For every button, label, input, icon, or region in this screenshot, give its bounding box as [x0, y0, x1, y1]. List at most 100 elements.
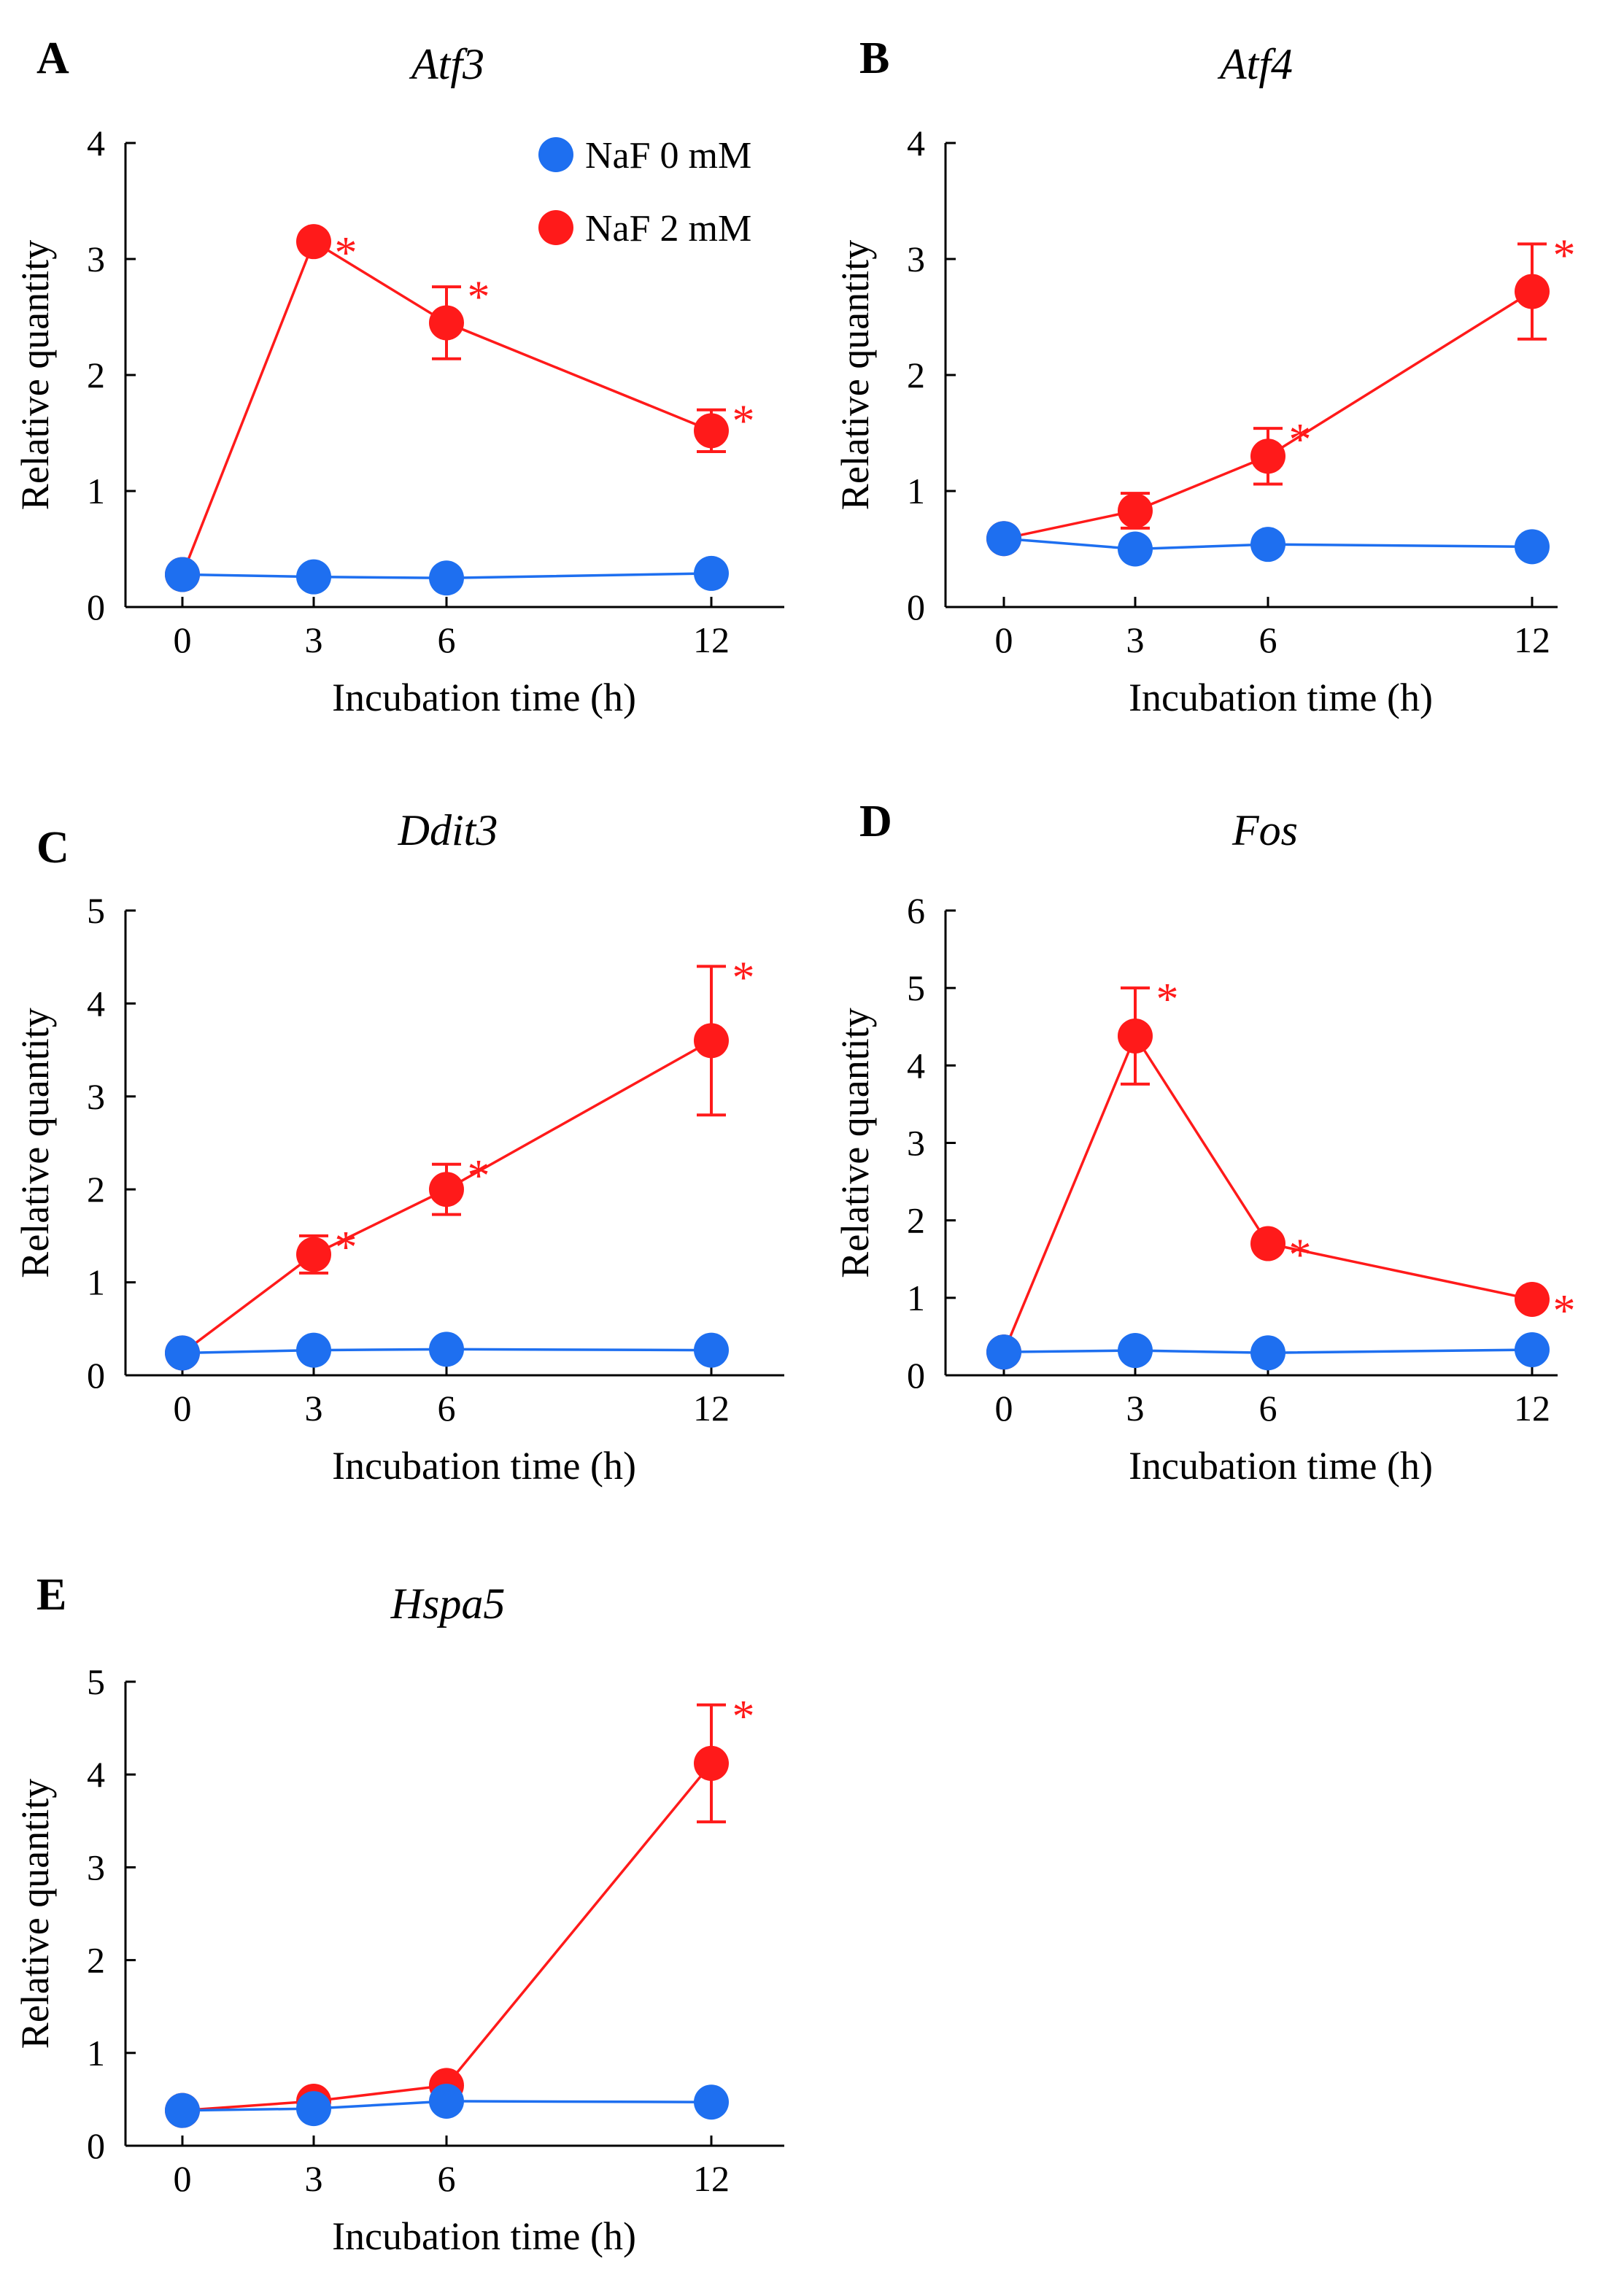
- series-control: [986, 1332, 1550, 1371]
- series-line: [1003, 290, 1533, 540]
- y-tick-label: 5: [87, 1661, 105, 1702]
- y-tick-label: 2: [907, 1200, 925, 1241]
- y-tick-label: 0: [907, 587, 925, 627]
- series-treated: [986, 986, 1550, 1370]
- legend-label: NaF 0 mM: [585, 135, 751, 177]
- y-tick-label: 1: [87, 2033, 105, 2074]
- panel-letter: E: [36, 1570, 66, 1620]
- data-point: [1118, 531, 1153, 567]
- y-tick-label: 4: [907, 123, 925, 163]
- panel-title: Atf4: [1217, 40, 1293, 88]
- panel-letter: A: [36, 34, 69, 83]
- data-point: [429, 2083, 464, 2119]
- data-point: [1250, 1226, 1285, 1261]
- series-treated: [165, 965, 729, 1371]
- series-treated: [165, 1703, 729, 2128]
- y-tick-label: 1: [87, 1262, 105, 1303]
- y-tick-label: 1: [87, 471, 105, 511]
- significance-star: *: [335, 228, 357, 278]
- x-tick-label: 0: [174, 1388, 192, 1429]
- panel-title: Fos: [1231, 806, 1298, 854]
- significance-star: *: [732, 1692, 755, 1742]
- significance-star: *: [732, 953, 755, 1002]
- x-tick-label: 12: [693, 2158, 730, 2199]
- y-axis-label: Relative quantity: [833, 1008, 877, 1278]
- x-tick-label: 3: [1126, 619, 1145, 660]
- x-tick-label: 12: [1514, 1388, 1550, 1429]
- y-tick-label: 4: [87, 123, 105, 163]
- x-axis-label: Incubation time (h): [332, 1444, 636, 1488]
- series-line: [1003, 1348, 1533, 1354]
- y-tick-label: 4: [87, 983, 105, 1024]
- y-tick-label: 2: [87, 1169, 105, 1210]
- y-tick-label: 2: [87, 355, 105, 395]
- x-tick-label: 6: [1259, 1388, 1277, 1429]
- data-point: [1118, 1333, 1153, 1369]
- x-tick-label: 0: [995, 1388, 1013, 1429]
- significance-star: *: [732, 397, 755, 447]
- data-point: [1515, 529, 1550, 565]
- data-point: [296, 224, 331, 260]
- panel-letter: B: [859, 34, 889, 83]
- panel-letter: D: [859, 797, 892, 846]
- y-tick-label: 2: [87, 1940, 105, 1981]
- series-line: [1002, 1033, 1533, 1353]
- y-tick-label: 3: [87, 1076, 105, 1117]
- data-point: [1515, 1332, 1550, 1367]
- series-control: [165, 1332, 729, 1371]
- y-tick-label: 3: [87, 1847, 105, 1887]
- x-axis-label: Incubation time (h): [332, 2214, 636, 2258]
- y-tick-label: 0: [907, 1355, 925, 1396]
- significance-star: *: [1289, 1231, 1312, 1280]
- data-point: [694, 413, 729, 449]
- data-point: [429, 305, 464, 341]
- data-point: [296, 2091, 331, 2127]
- y-axis-label: Relative quantity: [833, 240, 877, 510]
- data-point: [1118, 493, 1153, 529]
- y-tick-label: 3: [907, 1123, 925, 1164]
- series-line: [182, 572, 712, 580]
- data-point: [694, 2084, 729, 2120]
- legend-marker: [538, 210, 573, 245]
- significance-star: *: [468, 1151, 490, 1201]
- data-point: [1250, 1335, 1285, 1371]
- x-axis-label: Incubation time (h): [332, 676, 636, 719]
- data-point: [1250, 527, 1285, 563]
- y-tick-label: 1: [907, 471, 925, 511]
- legend: NaF 0 mM NaF 2 mM: [538, 135, 751, 250]
- data-point: [296, 1237, 331, 1272]
- series-line: [182, 2100, 712, 2112]
- data-point: [165, 1335, 200, 1371]
- data-point: [694, 555, 729, 591]
- data-point: [429, 1332, 464, 1367]
- data-point: [986, 1334, 1021, 1370]
- y-tick-label: 0: [87, 587, 105, 627]
- data-point: [1250, 438, 1285, 474]
- significance-star: *: [335, 1223, 357, 1272]
- x-tick-label: 6: [1259, 619, 1277, 660]
- significance-star: *: [1553, 1286, 1576, 1336]
- legend-marker: [538, 137, 573, 172]
- x-tick-label: 6: [438, 2158, 456, 2199]
- x-tick-label: 0: [174, 619, 192, 660]
- x-tick-label: 12: [693, 619, 730, 660]
- y-tick-label: 2: [907, 355, 925, 395]
- data-point: [165, 2092, 200, 2128]
- y-tick-label: 4: [87, 1754, 105, 1795]
- series-treated: [165, 224, 729, 592]
- series-treated: [986, 242, 1550, 557]
- significance-star: *: [468, 273, 490, 322]
- panel-letter: C: [36, 823, 69, 873]
- data-point: [1118, 1018, 1153, 1054]
- x-tick-label: 6: [438, 619, 456, 660]
- x-axis-label: Incubation time (h): [1129, 1444, 1433, 1488]
- series-line: [182, 1348, 712, 1355]
- data-point: [429, 1172, 464, 1207]
- y-tick-label: 4: [907, 1045, 925, 1086]
- x-tick-label: 0: [995, 619, 1013, 660]
